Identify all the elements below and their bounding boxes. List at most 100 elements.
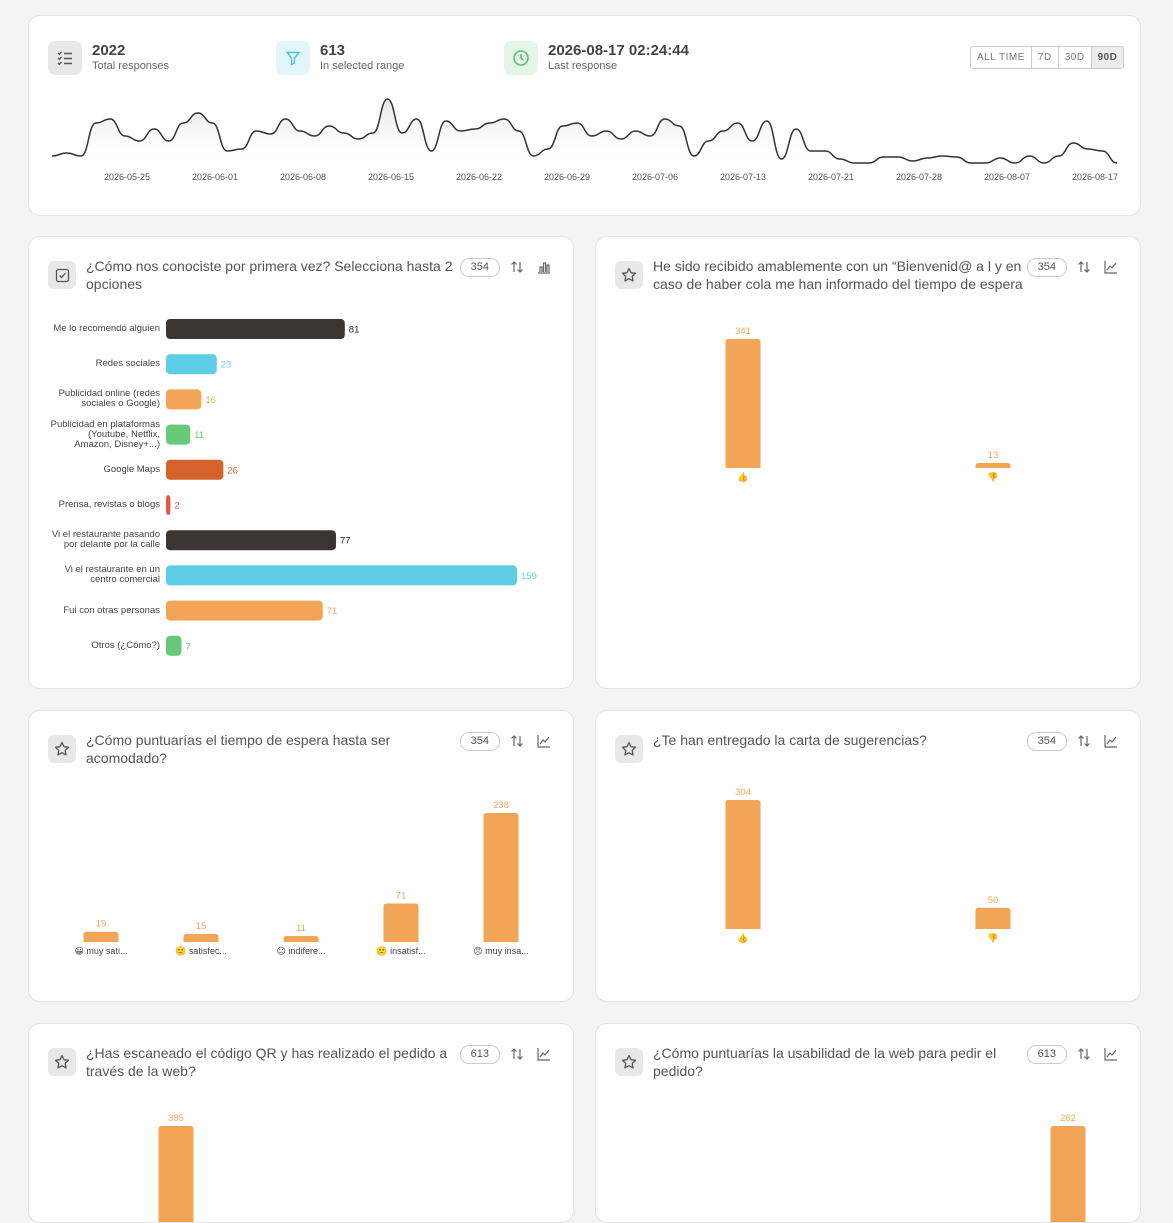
category-label: Vi el restaurante en un centro comercial xyxy=(64,564,160,586)
sort-button[interactable] xyxy=(1077,260,1091,279)
value-label: 159 xyxy=(521,571,537,582)
x-tick-label: 2026-05-25 xyxy=(104,172,150,182)
bar xyxy=(483,813,519,942)
category-label: Vi el restaurante pasando por delante po… xyxy=(51,529,160,551)
range-button[interactable]: 90D xyxy=(1091,47,1124,68)
response-count: 354 xyxy=(1026,258,1067,277)
category-label: Publicidad online (redes sociales o Goog… xyxy=(58,388,160,410)
bar xyxy=(1050,1126,1086,1222)
bar xyxy=(166,600,323,621)
summary-card: 2022 Total responses 613 In selected range 2… xyxy=(28,15,1141,216)
response-count: 354 xyxy=(459,258,500,277)
value-label: 71 xyxy=(327,606,338,617)
value-label: 16 xyxy=(205,395,216,406)
bar xyxy=(166,319,345,339)
question-icon xyxy=(48,261,76,289)
question-icon xyxy=(48,735,76,763)
stat-value: 2022 xyxy=(92,42,126,59)
x-tick-label: 2026-06-15 xyxy=(368,172,414,182)
category-label: Me lo recomendó alguien xyxy=(53,323,160,334)
question-card: He sido recibido amablemente con un “Bie… xyxy=(595,236,1141,689)
response-count: 354 xyxy=(1026,732,1067,751)
chart: 19 😀 muy sati... 15 🙂 satisfec... 11 😐 indife… xyxy=(75,800,529,956)
question-title: ¿Te han entregado la carta de sugerencia… xyxy=(653,732,927,748)
category-label: 🙁 insatisf... xyxy=(376,946,425,956)
sort-button[interactable] xyxy=(1077,1047,1091,1066)
chart-type-button[interactable] xyxy=(1104,1047,1118,1066)
category-label: 😐 indifere... xyxy=(277,946,326,956)
question-title: ¿Has escaneado el código QR y has realiz… xyxy=(86,1045,448,1079)
sort-button[interactable] xyxy=(510,734,524,753)
value-label: 77 xyxy=(340,536,351,547)
chart-type-button[interactable] xyxy=(1104,260,1118,279)
x-tick-label: 2026-06-22 xyxy=(456,172,502,182)
x-tick-label: 2026-07-06 xyxy=(632,172,678,182)
page: 2022 Total responses 613 In selected range 2… xyxy=(28,15,1141,1223)
stat-label: Total responses xyxy=(92,60,170,72)
category-label: 👎 xyxy=(987,933,998,943)
chart-type-button[interactable] xyxy=(537,734,551,753)
value-label: 81 xyxy=(349,325,360,336)
category-label: Prensa, revistas o blogs xyxy=(58,499,160,510)
question-title: ¿Cómo nos conociste por primera vez? Sel… xyxy=(86,258,453,292)
stat-icon xyxy=(276,41,310,75)
bar xyxy=(166,354,217,375)
x-tick-label: 2026-06-01 xyxy=(192,172,238,182)
chart-type-button[interactable] xyxy=(537,260,551,279)
question-icon xyxy=(615,735,643,763)
value-label: 304 xyxy=(735,787,751,798)
x-tick-label: 2026-07-28 xyxy=(896,172,942,182)
bar xyxy=(725,800,761,929)
value-label: 11 xyxy=(194,430,204,441)
value-label: 71 xyxy=(396,891,407,902)
x-tick-label: 2026-06-29 xyxy=(544,172,590,182)
bar xyxy=(158,1126,194,1222)
value-label: 262 xyxy=(1060,1113,1076,1124)
category-label: Google Maps xyxy=(103,463,160,475)
category-label: 🙂 satisfec... xyxy=(175,946,227,956)
range-button[interactable]: 7D xyxy=(1032,47,1059,68)
sort-button[interactable] xyxy=(510,260,524,279)
bar xyxy=(283,936,319,942)
range-button[interactable]: ALL TIME xyxy=(971,47,1032,68)
x-tick-label: 2026-07-13 xyxy=(720,172,766,182)
stat-label: In selected range xyxy=(320,60,405,72)
value-label: 7 xyxy=(185,641,190,652)
bar xyxy=(725,339,761,468)
chart: 81 23 16 11 26 2 77 159 71 7 xyxy=(166,319,537,656)
x-tick-label: 2026-08-17 xyxy=(1072,172,1118,182)
range-buttons: ALL TIME 7D 30D 90D xyxy=(970,46,1125,69)
chart-type-button[interactable] xyxy=(537,1047,551,1066)
sort-button[interactable] xyxy=(510,1047,524,1066)
x-tick-label: 2026-06-08 xyxy=(280,172,326,182)
range-button[interactable]: 30D xyxy=(1059,47,1092,68)
question-card: ¿Has escaneado el código QR y has realiz… xyxy=(28,1023,574,1223)
chart: 262 xyxy=(1050,1113,1086,1222)
chart-type-button[interactable] xyxy=(1104,734,1118,753)
chart: 341 👍 13 👎 xyxy=(725,326,1011,482)
timeline-area xyxy=(52,99,1117,168)
value-label: 11 xyxy=(296,923,306,934)
question-icon xyxy=(48,1048,76,1076)
value-label: 26 xyxy=(227,465,238,476)
bar xyxy=(166,424,191,445)
question-title: He sido recibido amablemente con un “Bie… xyxy=(653,258,1023,292)
x-tick-label: 2026-07-21 xyxy=(808,172,854,182)
bar xyxy=(166,530,336,551)
bar xyxy=(166,635,182,656)
question-title: ¿Cómo puntuarías la usabilidad de la web… xyxy=(653,1045,997,1079)
category-label: Redes sociales xyxy=(95,358,160,370)
value-label: 13 xyxy=(988,450,999,461)
sort-button[interactable] xyxy=(1077,734,1091,753)
question-icon xyxy=(615,261,643,289)
category-label: 👎 xyxy=(987,472,998,482)
stat-value: 2026-08-17 02:24:44 xyxy=(548,42,689,59)
value-label: 23 xyxy=(221,360,232,371)
chart: 385 xyxy=(158,1113,194,1222)
category-label: 😀 muy sati... xyxy=(75,946,128,956)
value-label: 50 xyxy=(988,895,999,906)
stat-icon xyxy=(48,41,82,75)
bar xyxy=(83,931,119,942)
category-label: 😠 muy insa... xyxy=(473,946,528,956)
timeline-chart: 2026-05-25 2026-06-01 2026-06-08 2026-06-15… xyxy=(51,98,1118,182)
